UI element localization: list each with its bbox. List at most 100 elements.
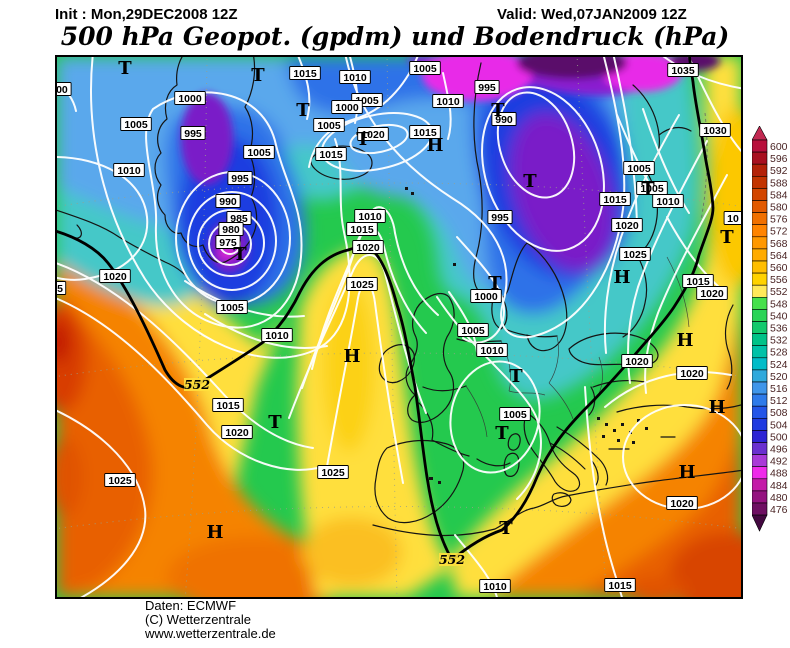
weather-map-canvas: 552 552 000 1005 1000 1005 995 1010 995 990 98598… — [57, 57, 741, 597]
scale-tick-label: 528 — [770, 347, 788, 359]
pressure-label-text: 995 — [184, 128, 202, 140]
pressure-label-text: 5 — [57, 283, 63, 295]
pressure-label-text: 1010 — [480, 345, 504, 357]
scale-tick-label: 480 — [770, 492, 788, 504]
scale-tick-label: 508 — [770, 407, 788, 419]
scale-band — [751, 357, 768, 371]
scale-band — [751, 309, 768, 322]
scale-tick-label: 536 — [770, 323, 788, 335]
init-time-label: Init : Mon,29DEC2008 12Z — [55, 6, 238, 23]
pressure-label-box — [623, 161, 655, 175]
scale-tick-label: 592 — [770, 165, 788, 177]
pressure-label-text: 1005 — [247, 147, 271, 159]
scale-band — [751, 224, 768, 238]
scale-band — [751, 490, 768, 504]
low-center-marker: T — [523, 171, 537, 192]
pressure-label-box — [474, 80, 500, 94]
pressure-label: 1000 — [174, 91, 206, 105]
pressure-label: 995 — [487, 210, 513, 224]
geopotential-label-halo — [184, 378, 210, 391]
scale-tick-label: 492 — [770, 456, 788, 468]
pressure-label-text: 1010 — [656, 196, 680, 208]
geopotential-label-text: 552 — [184, 377, 210, 392]
pressure-label-text: 1010 — [343, 72, 367, 84]
pressure-label-text: 1020 — [700, 288, 724, 300]
pressure-label-text: 1015 — [216, 400, 240, 412]
pressure-label-box — [457, 323, 489, 337]
scale-band — [751, 260, 768, 274]
pressure-label: 1010 — [479, 579, 511, 593]
pressure-label: 1020 — [666, 496, 698, 510]
map-title: 500 hPa Geopot. (gpdm) und Bodendruck (h… — [60, 22, 730, 51]
pressure-label-text: 1025 — [108, 475, 132, 487]
pressure-label-text: 1015 — [413, 127, 437, 139]
pressure-label-text: 1000 — [335, 102, 359, 114]
scale-band — [751, 502, 768, 516]
pressure-label: 1010 — [354, 209, 386, 223]
pressure-label: 1010 — [261, 328, 293, 342]
low-center-marker: T — [491, 100, 505, 121]
scale-tick-label: 540 — [770, 310, 788, 322]
pressure-label-box — [227, 171, 253, 185]
pressure-label-text: 1020 — [680, 368, 704, 380]
pressure-label-box — [352, 240, 384, 254]
pressure-label: 1025 — [317, 465, 349, 479]
pressure-label-box — [621, 354, 653, 368]
scale-band — [751, 369, 768, 383]
scale-band — [751, 236, 768, 250]
low-center-marker: T — [499, 518, 513, 539]
scale-band — [751, 333, 768, 347]
pressure-label-box — [57, 82, 72, 96]
pressure-label: 1015 — [409, 125, 441, 139]
pressure-label-text: 1015 — [603, 194, 627, 206]
low-center-marker: T — [356, 129, 370, 150]
pressure-label: 1000 — [470, 289, 502, 303]
scale-arrow-up — [751, 125, 768, 141]
scale-band — [751, 272, 768, 286]
pressure-label-text: 1015 — [686, 276, 710, 288]
pressure-label-text: 10 — [727, 213, 739, 225]
scale-band — [751, 284, 768, 298]
isobar-lines — [57, 57, 741, 597]
pressure-label: 1010 — [652, 194, 684, 208]
pressure-label: 1010 — [339, 70, 371, 84]
pressure-label-box — [120, 117, 152, 131]
pressure-label-text: 1005 — [317, 120, 341, 132]
low-center-marker: T — [509, 366, 523, 387]
pressure-label: 1005 — [457, 323, 489, 337]
scale-band — [751, 381, 768, 395]
scale-band — [751, 345, 768, 359]
pressure-label: 1020 — [621, 354, 653, 368]
pressure-label-text: 1005 — [640, 183, 664, 195]
scale-tick-label: 552 — [770, 286, 788, 298]
pressure-label: 1015 — [682, 274, 714, 288]
pressure-label-box — [409, 61, 441, 75]
pressure-label-text: 1015 — [608, 580, 632, 592]
pressure-label-box — [57, 281, 67, 295]
pressure-label: 5 — [57, 281, 67, 295]
credits-url: www.wetterzentrale.de — [145, 626, 276, 641]
pressure-label: 1020 — [696, 286, 728, 300]
scale-band — [751, 417, 768, 431]
pressure-label-text: 1020 — [625, 356, 649, 368]
geopotential-label-text: 552 — [439, 552, 465, 567]
pressure-label: 1030 — [699, 123, 731, 137]
scale-band — [751, 405, 768, 419]
pressure-label-text: 995 — [231, 173, 249, 185]
scale-tick-label: 484 — [770, 480, 788, 492]
pressure-label-text: 1015 — [293, 68, 317, 80]
pressure-label-box — [346, 222, 378, 236]
pressure-label: 1025 — [619, 247, 651, 261]
pressure-label-box — [315, 147, 347, 161]
pressure-label-text: 1025 — [623, 249, 647, 261]
low-center-marker: T — [495, 423, 509, 444]
pressure-label-box — [432, 94, 464, 108]
pressure-label-box — [499, 407, 531, 421]
scale-tick-label: 580 — [770, 202, 788, 214]
scale-band — [751, 188, 768, 201]
scale-tick-label: 548 — [770, 298, 788, 310]
pressure-label-box — [357, 127, 389, 141]
high-center-marker: H — [343, 346, 360, 367]
pressure-label-text: 1030 — [703, 125, 727, 137]
